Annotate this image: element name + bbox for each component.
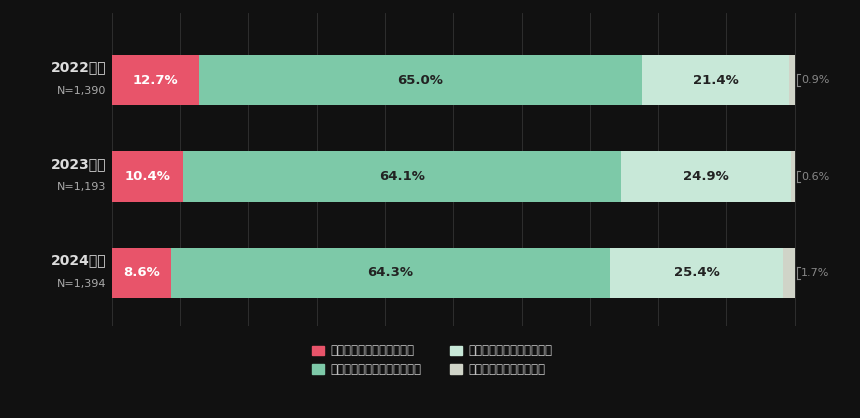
Bar xyxy=(783,248,795,298)
Text: 24.9%: 24.9% xyxy=(683,170,728,183)
Bar xyxy=(183,151,621,201)
Text: 0.6%: 0.6% xyxy=(801,171,829,181)
Legend: 十分に足りていると感じる, まあまあ足りていると感じる, あまり足りてないと感じる, 全く足りてないと感じる: 十分に足りていると感じる, まあまあ足りていると感じる, あまり足りてないと感じ… xyxy=(312,344,552,376)
Bar xyxy=(112,248,170,298)
Bar xyxy=(610,248,783,298)
Text: 0.9%: 0.9% xyxy=(801,75,829,85)
Text: 25.4%: 25.4% xyxy=(673,267,719,280)
Text: 2024年度: 2024年度 xyxy=(51,253,107,267)
Bar xyxy=(170,248,610,298)
Text: 64.3%: 64.3% xyxy=(367,267,413,280)
Text: 64.1%: 64.1% xyxy=(378,170,425,183)
Bar xyxy=(112,55,199,105)
Text: 8.6%: 8.6% xyxy=(123,267,160,280)
Text: 2023年度: 2023年度 xyxy=(51,157,107,171)
Text: 10.4%: 10.4% xyxy=(125,170,170,183)
Text: 21.4%: 21.4% xyxy=(692,74,739,87)
Text: N=1,394: N=1,394 xyxy=(57,279,107,289)
Bar xyxy=(199,55,642,105)
Text: 12.7%: 12.7% xyxy=(132,74,178,87)
Bar xyxy=(621,151,790,201)
Text: N=1,193: N=1,193 xyxy=(57,182,107,192)
Bar xyxy=(642,55,789,105)
Bar xyxy=(790,151,795,201)
Bar xyxy=(789,55,795,105)
Text: 2022年度: 2022年度 xyxy=(51,60,107,74)
Text: 1.7%: 1.7% xyxy=(801,268,829,278)
Text: N=1,390: N=1,390 xyxy=(57,86,107,96)
Text: 65.0%: 65.0% xyxy=(397,74,444,87)
Bar xyxy=(112,151,183,201)
